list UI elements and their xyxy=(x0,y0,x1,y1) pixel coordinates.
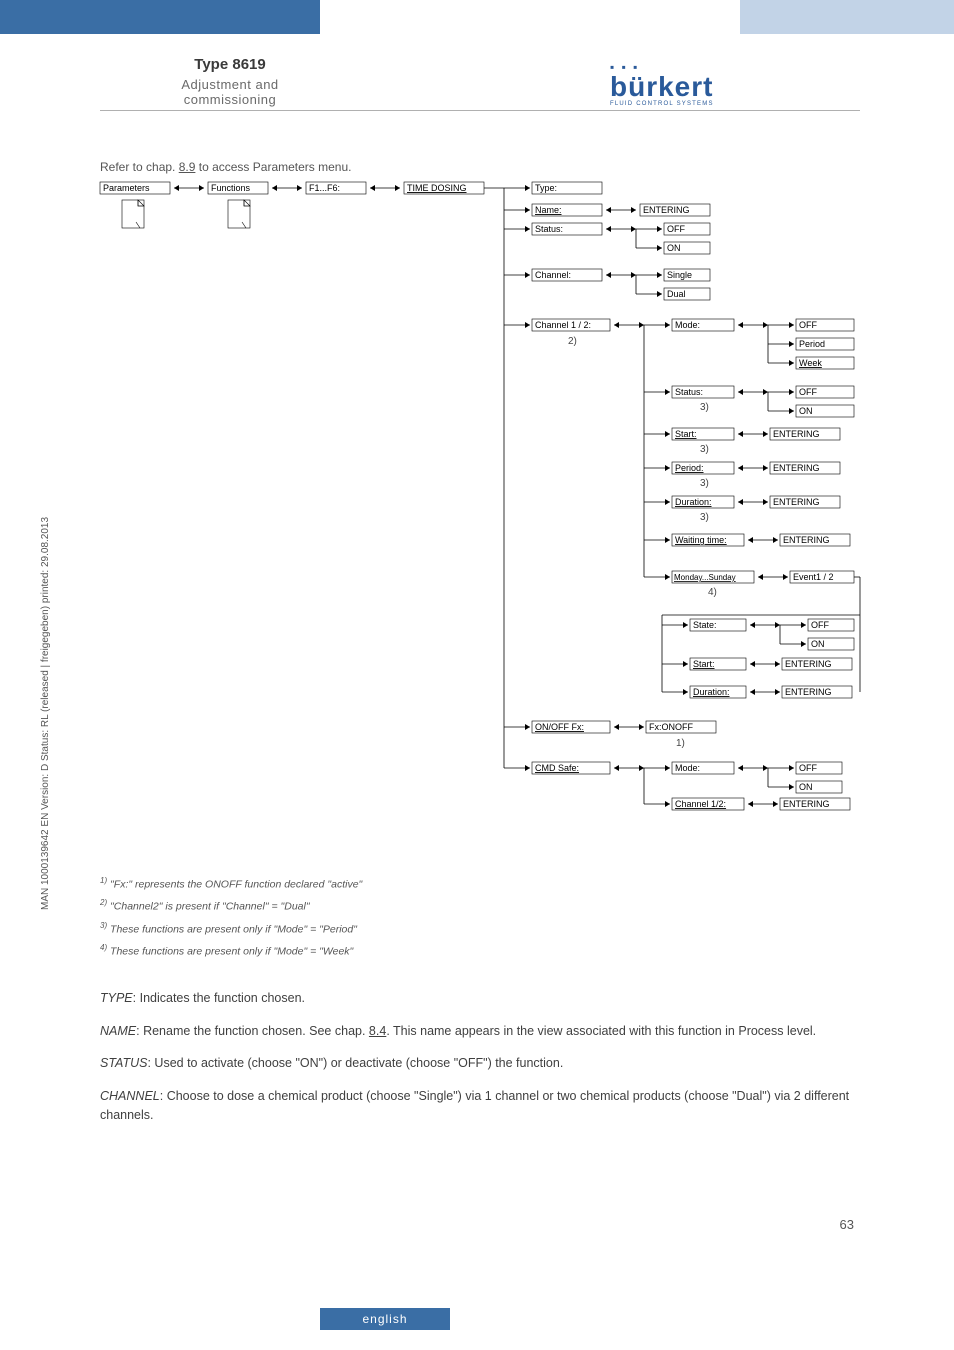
svg-text:CMD Safe:: CMD Safe: xyxy=(535,763,579,773)
top-band xyxy=(0,0,954,34)
intro-chap: 8.9 xyxy=(179,160,196,174)
svg-text:Week: Week xyxy=(799,358,822,368)
svg-text:Status:: Status: xyxy=(535,224,563,234)
doc-icon xyxy=(228,200,250,228)
svg-text:ON: ON xyxy=(799,406,813,416)
svg-text:Parameters: Parameters xyxy=(103,183,150,193)
svg-text:Monday...Sunday: Monday...Sunday xyxy=(674,573,736,582)
logo-word: bürkert xyxy=(610,74,780,99)
svg-text:OFF: OFF xyxy=(811,620,829,630)
svg-text:Mode:: Mode: xyxy=(675,320,700,330)
footnote-3: These functions are present only if "Mod… xyxy=(110,923,357,935)
descr-name-chap: 8.4 xyxy=(369,1024,386,1038)
box-parameters: Parameters xyxy=(100,182,170,194)
description-block: TYPE: Indicates the function chosen. NAM… xyxy=(100,989,860,1125)
svg-text:Waiting time:: Waiting time: xyxy=(675,535,727,545)
svg-text:OFF: OFF xyxy=(799,387,817,397)
descr-name-text1: : Rename the function chosen. See chap. xyxy=(136,1024,369,1038)
svg-text:Duration:: Duration: xyxy=(693,687,730,697)
svg-text:Period: Period xyxy=(799,339,825,349)
svg-text:ENTERING: ENTERING xyxy=(773,497,820,507)
descr-name-label: NAME xyxy=(100,1024,136,1038)
svg-text:Type:: Type: xyxy=(535,183,557,193)
svg-text:Event1 / 2: Event1 / 2 xyxy=(793,572,834,582)
svg-text:ON: ON xyxy=(799,782,813,792)
svg-text:Name:: Name: xyxy=(535,205,562,215)
top-band-left xyxy=(0,0,320,34)
svg-text:ENTERING: ENTERING xyxy=(773,463,820,473)
svg-text:F1...F6:: F1...F6: xyxy=(309,183,340,193)
svg-text:ENTERING: ENTERING xyxy=(643,205,690,215)
box-type: Type: xyxy=(532,182,602,194)
svg-text:Fx:ONOFF: Fx:ONOFF xyxy=(649,722,693,732)
svg-text:Channel:: Channel: xyxy=(535,270,571,280)
footnote-4: These functions are present only if "Mod… xyxy=(110,946,353,958)
box-f1f6: F1...F6: xyxy=(306,182,366,194)
svg-text:Channel 1 / 2:: Channel 1 / 2: xyxy=(535,320,591,330)
side-meta-text: MAN 1000139642 EN Version: D Status: RL … xyxy=(40,517,51,910)
logo: ▪ ▪ ▪ bürkert FLUID CONTROL SYSTEMS xyxy=(610,60,780,107)
svg-text:Mode:: Mode: xyxy=(675,763,700,773)
intro-text: Refer to chap. 8.9 to access Parameters … xyxy=(100,160,860,174)
descr-channel-text: : Choose to dose a chemical product (cho… xyxy=(100,1089,849,1122)
footnote-2: "Channel2" is present if "Channel" = "Du… xyxy=(110,901,310,913)
descr-status-label: STATUS xyxy=(100,1056,147,1070)
svg-text:Period:: Period: xyxy=(675,463,704,473)
svg-text:ENTERING: ENTERING xyxy=(773,429,820,439)
page-number: 63 xyxy=(840,1217,854,1232)
svg-text:Status:: Status: xyxy=(675,387,703,397)
descr-type-label: TYPE xyxy=(100,991,133,1005)
svg-text:1): 1) xyxy=(676,738,685,749)
svg-text:OFF: OFF xyxy=(667,224,685,234)
svg-text:2): 2) xyxy=(568,336,577,347)
svg-text:ON: ON xyxy=(667,243,681,253)
svg-text:ENTERING: ENTERING xyxy=(783,799,830,809)
menu-diagram: Parameters Functions F1...F6: TIME DOSIN… xyxy=(100,182,860,842)
footnote-1: "Fx:" represents the ONOFF function decl… xyxy=(110,879,362,891)
logo-sub: FLUID CONTROL SYSTEMS xyxy=(610,101,780,107)
svg-text:Start:: Start: xyxy=(693,659,715,669)
svg-text:ON: ON xyxy=(811,639,825,649)
svg-text:TIME DOSING: TIME DOSING xyxy=(407,183,467,193)
intro-prefix: Refer to chap. xyxy=(100,160,179,174)
svg-text:3): 3) xyxy=(700,478,709,489)
footnotes: 1) "Fx:" represents the ONOFF function d… xyxy=(100,873,860,963)
svg-text:Duration:: Duration: xyxy=(675,497,712,507)
box-timedosing: TIME DOSING xyxy=(404,182,484,194)
doc-icon xyxy=(122,200,144,228)
content: Refer to chap. 8.9 to access Parameters … xyxy=(100,160,860,1139)
svg-text:ENTERING: ENTERING xyxy=(783,535,830,545)
doc-subtitle: Adjustment and commissioning xyxy=(140,77,320,107)
top-band-right xyxy=(740,0,954,34)
doc-title: Type 8619 xyxy=(140,56,320,73)
svg-text:Single: Single xyxy=(667,270,692,280)
svg-text:Dual: Dual xyxy=(667,289,686,299)
svg-text:ENTERING: ENTERING xyxy=(785,687,832,697)
svg-text:3): 3) xyxy=(700,444,709,455)
intro-suffix: to access Parameters menu. xyxy=(195,160,351,174)
svg-text:State:: State: xyxy=(693,620,717,630)
svg-text:3): 3) xyxy=(700,512,709,523)
descr-channel-label: CHANNEL xyxy=(100,1089,160,1103)
svg-text:4): 4) xyxy=(708,587,717,598)
svg-text:Channel 1/2:: Channel 1/2: xyxy=(675,799,726,809)
svg-text:Start:: Start: xyxy=(675,429,697,439)
svg-text:Functions: Functions xyxy=(211,183,251,193)
svg-text:ON/OFF Fx:: ON/OFF Fx: xyxy=(535,722,584,732)
svg-text:ENTERING: ENTERING xyxy=(785,659,832,669)
descr-status-text: : Used to activate (choose "ON") or deac… xyxy=(147,1056,563,1070)
svg-text:3): 3) xyxy=(700,402,709,413)
svg-text:OFF: OFF xyxy=(799,320,817,330)
descr-name-text2: . This name appears in the view associat… xyxy=(386,1024,816,1038)
footer-lang: english xyxy=(320,1308,450,1330)
svg-text:OFF: OFF xyxy=(799,763,817,773)
descr-type-text: : Indicates the function chosen. xyxy=(133,991,305,1005)
header-rule xyxy=(100,110,860,111)
box-functions: Functions xyxy=(208,182,268,194)
